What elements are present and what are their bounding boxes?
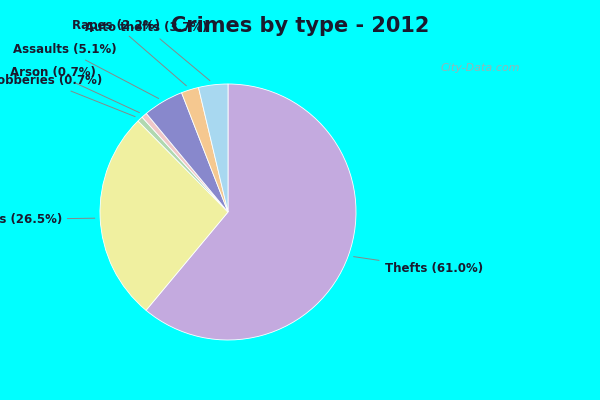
Text: Auto thefts (3.7%): Auto thefts (3.7%): [85, 21, 210, 81]
Text: Thefts (61.0%): Thefts (61.0%): [353, 257, 482, 275]
Wedge shape: [146, 84, 356, 340]
Text: Crimes by type - 2012: Crimes by type - 2012: [171, 16, 429, 36]
Wedge shape: [142, 114, 228, 212]
Wedge shape: [146, 93, 228, 212]
Text: Burglaries (26.5%): Burglaries (26.5%): [0, 213, 95, 226]
Wedge shape: [199, 84, 228, 212]
Wedge shape: [182, 88, 228, 212]
Text: Assaults (5.1%): Assaults (5.1%): [13, 43, 159, 98]
Text: Arson (0.7%): Arson (0.7%): [10, 66, 139, 113]
Text: Rapes (2.2%): Rapes (2.2%): [73, 18, 187, 86]
Text: City-Data.com: City-Data.com: [440, 63, 520, 73]
Wedge shape: [100, 121, 228, 310]
Wedge shape: [138, 117, 228, 212]
Text: Robberies (0.7%): Robberies (0.7%): [0, 74, 135, 117]
